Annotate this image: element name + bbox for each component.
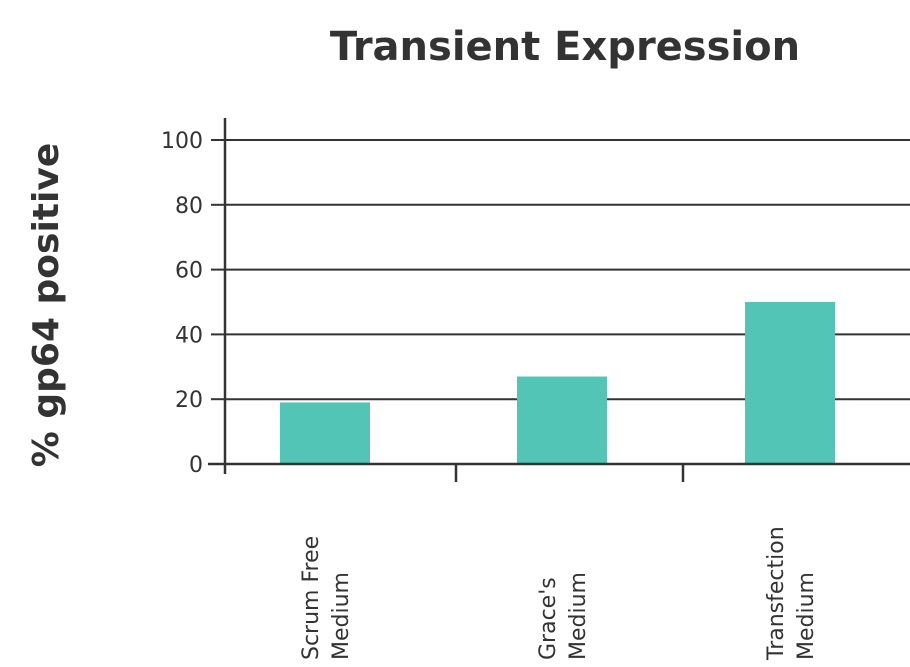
y-tick-labels: 0 20 40 60 80 100: [161, 129, 203, 478]
x-category-label-line: Transfection: [764, 526, 789, 661]
y-axis-label: % gp64 positive: [26, 143, 67, 467]
x-category-label: Transfection Medium: [764, 526, 819, 661]
y-tick-label: 40: [175, 323, 203, 348]
y-tick-label: 60: [175, 259, 203, 284]
y-tick-label: 100: [161, 129, 203, 154]
y-tick-label: 0: [189, 453, 203, 478]
y-tick-label: 80: [175, 194, 203, 219]
x-category-label: Scrum Free Medium: [299, 536, 354, 660]
bar: [280, 402, 370, 464]
x-category-label-line: Scrum Free: [299, 536, 324, 660]
x-category-label: Grace's Medium: [536, 572, 591, 660]
chart-title: Transient Expression: [330, 24, 800, 70]
x-category-label-line: Medium: [566, 572, 591, 660]
bar: [745, 302, 835, 464]
category-labels: Scrum Free Medium Grace's Medium Transfectio…: [299, 526, 819, 661]
x-category-label-line: Medium: [794, 572, 819, 660]
x-category-label-line: Medium: [329, 572, 354, 660]
x-category-label-line: Grace's: [536, 577, 561, 660]
y-tick-label: 20: [175, 388, 203, 413]
bar: [517, 376, 607, 464]
bars: [280, 302, 835, 464]
axes: [208, 118, 910, 482]
